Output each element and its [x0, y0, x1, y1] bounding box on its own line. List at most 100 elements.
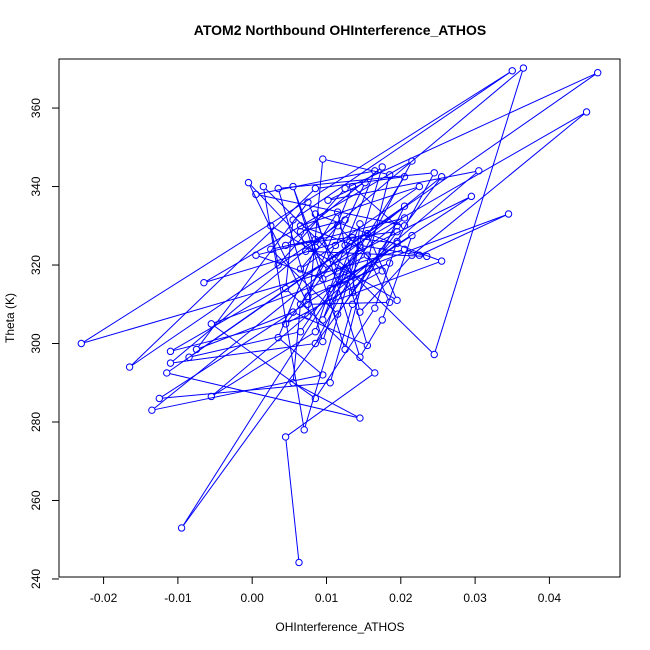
series-0-segment-81	[345, 271, 367, 343]
series-0-point-69	[185, 353, 193, 361]
series-0-point-113	[385, 259, 394, 267]
series-0-point-3	[281, 284, 290, 293]
series-0-point-77	[393, 237, 401, 246]
series-0-point-47	[437, 173, 446, 181]
series-0-point-49	[319, 371, 327, 379]
series-0-segment-30	[279, 190, 344, 263]
series-0-point-40	[475, 167, 483, 175]
series-0-point-28	[393, 296, 401, 305]
series-0-segment-55	[172, 113, 585, 351]
series-0-segment-72	[422, 214, 506, 255]
series-0-point-29	[267, 222, 275, 230]
series-0-segment-61	[293, 189, 323, 267]
series-0-point-82	[363, 341, 372, 350]
series-0-point-33	[163, 369, 171, 377]
series-0-segment-31	[347, 73, 596, 188]
series-0-point-15	[177, 524, 186, 532]
series-0-segment-104	[355, 237, 394, 244]
series-0-point-52	[333, 208, 342, 216]
series-0-point-65	[326, 379, 334, 387]
series-0-point-101	[333, 222, 342, 230]
series-0-segment-84	[197, 204, 307, 348]
series-0-segment-44	[258, 170, 372, 195]
series-0-point-86	[333, 267, 342, 275]
series-0-segment-22	[172, 69, 522, 362]
series-0-point-54	[408, 251, 416, 259]
series-0-point-67	[378, 247, 386, 255]
series-0-point-78	[430, 169, 438, 177]
x-tick-label: -0.01	[164, 591, 192, 605]
series-0-point-96	[319, 316, 327, 324]
series-0-point-92	[304, 300, 312, 308]
series-0-segment-99	[302, 187, 418, 268]
series-0-point-114	[304, 292, 312, 301]
series-0-segment-39	[331, 170, 476, 201]
y-tick-label: 360	[29, 98, 43, 118]
series-0-point-84	[192, 345, 201, 354]
series-0-point-85	[304, 198, 312, 206]
series-0-point-24	[311, 339, 320, 348]
series-0-point-9	[301, 247, 310, 255]
series-0-point-119	[311, 235, 320, 244]
series-0-segment-92	[249, 185, 307, 302]
series-layer	[77, 64, 602, 567]
series-0-segment-69	[192, 331, 298, 358]
series-0-point-93	[244, 178, 253, 187]
x-tick-label: 0.01	[315, 591, 339, 605]
series-0-segment-86	[339, 219, 403, 270]
series-0-segment-1	[287, 374, 373, 436]
series-0-point-62	[319, 265, 327, 273]
series-0-point-57	[304, 312, 312, 320]
series-0-point-89	[319, 275, 327, 283]
series-0-point-36	[296, 300, 305, 308]
series-0-segment-83	[199, 312, 291, 349]
y-tick-label: 300	[29, 333, 43, 353]
series-0-segment-109	[361, 322, 382, 355]
series-0-segment-111	[332, 236, 410, 288]
y-tick-label: 320	[29, 255, 43, 275]
series-0-segment-48	[154, 375, 320, 411]
series-0-segment-105	[332, 245, 396, 301]
series-0-point-70	[296, 328, 305, 336]
series-0-segment-2	[287, 290, 373, 372]
y-tick-label: 260	[29, 490, 43, 510]
series-0-segment-20	[265, 188, 433, 353]
series-0-point-55	[582, 108, 591, 116]
series-0-segment-4	[295, 72, 510, 219]
series-0-point-6	[77, 339, 85, 348]
series-0-point-51	[311, 243, 320, 252]
series-0-segment-91	[311, 301, 387, 305]
series-0-point-0	[295, 558, 303, 567]
series-0-point-25	[408, 157, 416, 165]
series-0-segment-63	[161, 197, 469, 398]
series-0-segment-82	[295, 312, 365, 345]
x-tick-label: 0.02	[389, 591, 413, 605]
series-0-segment-114	[308, 189, 352, 294]
series-0-point-45	[252, 190, 260, 199]
series-0-point-4	[289, 216, 297, 224]
series-0-point-64	[155, 394, 164, 403]
series-0-segment-29	[270, 228, 279, 262]
series-0-segment-116	[339, 228, 396, 312]
series-0-point-112	[326, 284, 334, 293]
series-0-segment-77	[398, 175, 434, 239]
series-0-point-60	[341, 345, 349, 354]
series-0-segment-103	[287, 239, 351, 322]
series-0-point-104	[348, 233, 357, 242]
series-0-point-7	[400, 245, 409, 254]
series-0-segment-78	[281, 172, 432, 189]
series-0-segment-54	[414, 113, 585, 254]
series-0-point-44	[371, 167, 379, 175]
series-0-point-17	[281, 241, 290, 250]
series-0-point-94	[348, 288, 357, 297]
series-0-point-8	[423, 252, 431, 261]
series-0-segment-12	[131, 190, 314, 366]
series-0-point-81	[341, 265, 349, 273]
series-0-point-53	[356, 308, 364, 316]
series-0-segment-100	[302, 227, 336, 267]
series-0-segment-11	[131, 221, 343, 366]
series-0-point-74	[207, 320, 216, 328]
series-0-point-5	[508, 67, 516, 75]
series-0-point-50	[274, 333, 282, 342]
series-0-point-83	[289, 308, 297, 316]
